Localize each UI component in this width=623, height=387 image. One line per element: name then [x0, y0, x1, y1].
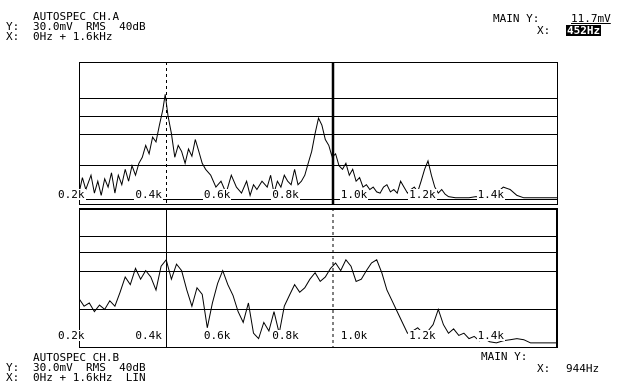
x-readout-highlighted: 452Hz: [566, 24, 602, 37]
main-y-label-b: MAIN Y:: [481, 350, 528, 363]
spectrum-panel-ch-b[interactable]: 0.2k 0.4k 0.6k 0.8k 1.0k 1.2k 1.4k: [57, 208, 558, 348]
spectrum-panel-ch-a[interactable]: 0.2k 0.4k 0.6k 0.8k 1.0k 1.2k 1.4k: [57, 62, 558, 205]
x-readout-label-b: X:: [537, 362, 551, 375]
x-tick-label: 0.2k: [57, 188, 86, 201]
x-tick-label: 0.8k: [271, 329, 300, 342]
x-readout-label: X:: [537, 24, 551, 37]
x-tick-label: 1.2k: [408, 188, 437, 201]
ch-b-title: AUTOSPEC CH.B: [33, 351, 120, 364]
main-y-label: MAIN Y:: [493, 12, 540, 25]
spectrum-plot-ch-b: [79, 208, 558, 348]
main-y-readout: 11.7mV: [571, 12, 611, 25]
ch-a-x-settings: 0Hz + 1.6kHz: [33, 30, 113, 43]
x-tick-label: 0.8k: [271, 188, 300, 201]
x-tick-label: 0.6k: [202, 329, 232, 342]
x-tick-label: 0.4k: [134, 188, 163, 201]
ch-b-x-settings: 0Hz + 1.6kHz LIN: [33, 371, 146, 384]
spectrum-plot-ch-a: [79, 62, 558, 205]
x-tick-label: 1.4k: [476, 188, 506, 201]
spectrum-trace: [79, 258, 558, 344]
x-tick-label: 1.0k: [339, 188, 369, 201]
x-tick-label: 1.0k: [339, 329, 369, 342]
x-row-label-b: X:: [6, 371, 20, 384]
x-row-label: X:: [6, 30, 20, 43]
x-tick-label: 0.2k: [57, 329, 86, 342]
x-readout-value-b: 944Hz: [566, 362, 600, 375]
x-tick-label: 0.6k: [202, 188, 232, 201]
ch-a-title: AUTOSPEC CH.A: [33, 10, 120, 23]
x-tick-label: 1.4k: [476, 329, 506, 342]
plot-frame: [79, 62, 558, 205]
y-row-label: Y:: [6, 20, 20, 33]
x-tick-label: 0.4k: [134, 329, 163, 342]
y-row-label-b: Y:: [6, 361, 20, 374]
x-tick-label: 1.2k: [408, 329, 437, 342]
ch-b-y-settings: 30.0mV RMS 40dB: [33, 361, 146, 374]
spectrum-trace: [79, 94, 558, 199]
ch-a-y-settings: 30.0mV RMS 40dB: [33, 20, 146, 33]
